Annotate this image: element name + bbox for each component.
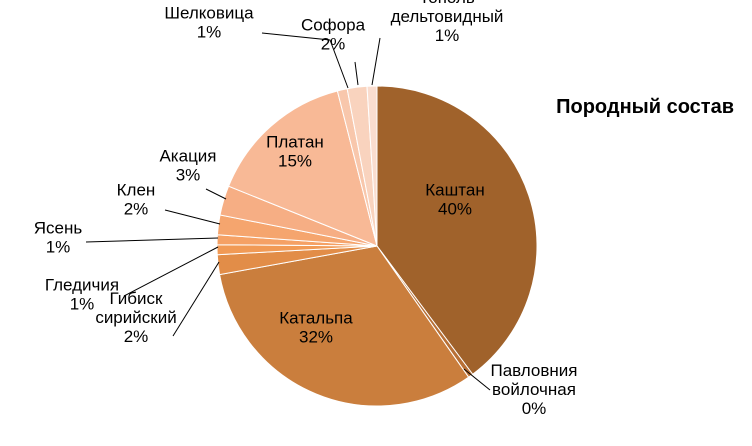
slice-label-10: Софора 2% xyxy=(301,16,366,54)
slice-label-9: Шелковица 1% xyxy=(164,4,254,42)
slice-name-8: Платан xyxy=(266,133,324,152)
leader-line-9 xyxy=(261,32,349,89)
leader-line-10 xyxy=(354,61,359,86)
slice-name-7: Акация xyxy=(159,147,216,166)
slice-11 xyxy=(366,85,378,247)
slice-name-2: Катальпа xyxy=(279,309,353,328)
slice-name-9: Шелковица xyxy=(164,4,254,23)
slice-label-11: Топольдельтовидный1% xyxy=(391,0,504,45)
slice-label-3: Гибиск сирийский 2% xyxy=(95,289,176,346)
slice-label-8: Платан 15% xyxy=(266,133,324,171)
slice-name-1: Павловния xyxy=(490,361,577,380)
slice-value-10: 2% xyxy=(321,35,346,54)
slice-value-6: 2% xyxy=(124,200,149,219)
slice-value-0: 40% xyxy=(438,200,472,219)
leader-line-7 xyxy=(205,188,227,200)
leader-line-6 xyxy=(164,209,221,225)
slice-name-1: войлочная xyxy=(492,380,576,399)
slice-0 xyxy=(376,85,538,375)
slice-label-7: Акация 3% xyxy=(159,147,216,185)
slice-name-0: Каштан xyxy=(425,181,484,200)
leader-line-3 xyxy=(172,261,220,337)
leader-line-5 xyxy=(85,237,219,243)
slice-value-2: 32% xyxy=(299,328,333,347)
slice-value-5: 1% xyxy=(46,238,71,257)
slice-value-7: 3% xyxy=(176,166,201,185)
slice-name-3: Гибиск xyxy=(110,289,163,308)
slice-name-11: дельтовидный xyxy=(391,7,504,26)
slice-name-5: Ясень xyxy=(34,219,83,238)
slice-8 xyxy=(227,90,378,247)
chart-title: Породный состав xyxy=(556,96,734,118)
slice-label-6: Клен 2% xyxy=(117,181,156,219)
leader-line-4 xyxy=(123,246,219,297)
slice-value-9: 1% xyxy=(197,23,222,42)
slice-2 xyxy=(218,245,470,407)
slice-name-4: Гледичия xyxy=(45,276,119,295)
leader-line-11 xyxy=(371,37,381,86)
slice-label-4: Гледичия 1% xyxy=(45,276,119,314)
slice-value-4: 1% xyxy=(70,295,95,314)
slice-label-0: Каштан 40% xyxy=(425,181,484,219)
slice-label-2: Катальпа 32% xyxy=(279,309,353,347)
slice-value-1: 0% xyxy=(522,399,547,418)
slice-name-3: сирийский xyxy=(95,308,176,327)
slice-name-6: Клен xyxy=(117,181,156,200)
slice-name-11: Тополь xyxy=(419,0,475,7)
slice-label-5: Ясень 1% xyxy=(34,219,83,257)
slice-label-1: Павловния войлочная 0% xyxy=(490,361,577,418)
slice-value-11: 1% xyxy=(435,26,460,45)
leader-line-1 xyxy=(463,368,491,391)
slice-name-10: Софора xyxy=(301,16,366,35)
slice-value-8: 15% xyxy=(278,152,312,171)
slice-value-3: 2% xyxy=(124,327,149,346)
